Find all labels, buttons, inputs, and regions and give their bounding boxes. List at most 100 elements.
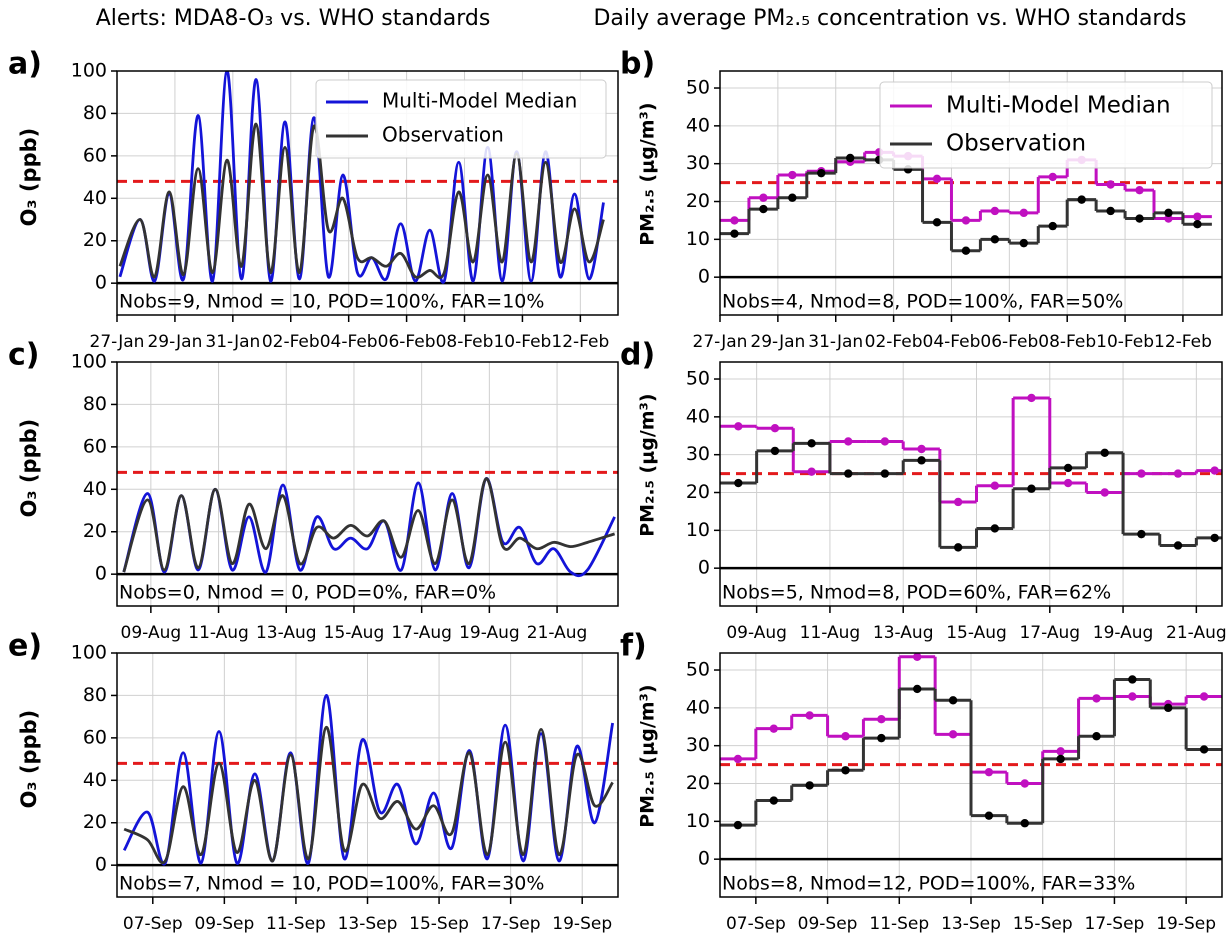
plot-area <box>720 393 1222 552</box>
plot-frame <box>116 70 619 316</box>
x-tick-label: 02-Feb <box>865 332 923 352</box>
point <box>880 469 890 478</box>
y-tick-label: 50 <box>686 659 710 681</box>
point <box>1164 208 1173 218</box>
column-title: Alerts: MDA8-O₃ vs. WHO standards <box>96 6 491 31</box>
x-tick-label: 07-Sep <box>123 914 183 934</box>
y-tick-label: 80 <box>83 393 107 415</box>
point <box>1210 533 1219 543</box>
y-tick-label: 100 <box>71 60 107 82</box>
x-tick-label: 13-Aug <box>873 623 934 643</box>
annotation: Nobs=5, Nmod=8, POD=60%, FAR=62% <box>722 582 1111 604</box>
plot-frame <box>719 361 1223 607</box>
annotation: Nobs=8, Nmod=12, POD=100%, FAR=33% <box>722 873 1135 895</box>
point <box>953 543 963 552</box>
point <box>948 730 958 739</box>
point <box>807 439 816 448</box>
x-tick-label: 21-Aug <box>1166 623 1227 643</box>
point <box>805 781 814 790</box>
point <box>880 437 890 446</box>
point <box>1063 478 1073 488</box>
point <box>1135 185 1144 195</box>
x-tick-label: 19-Aug <box>459 623 520 643</box>
point <box>877 715 886 724</box>
point <box>1137 469 1146 478</box>
x-tick-label: 06-Feb <box>980 332 1038 352</box>
annotation: Nobs=7, Nmod = 10, POD=100%, FAR=30% <box>119 873 544 895</box>
panel: 0 10 20 30 40 50 07-Sep 09-Sep 11-Sep 13-Sep 15-Se… <box>620 629 1223 934</box>
point <box>1210 466 1219 475</box>
series-line <box>122 477 616 578</box>
point <box>734 422 743 431</box>
legend: Multi-Model Median Observation <box>315 79 607 159</box>
y-tick-label: 40 <box>686 696 710 718</box>
point <box>1048 221 1057 231</box>
x-tick-label: 17-Sep <box>1085 914 1145 934</box>
panel-label: f) <box>620 629 647 664</box>
x-tick-label: 12-Feb <box>1154 332 1212 352</box>
point <box>1027 393 1036 403</box>
legend-box <box>879 81 1213 169</box>
y-tick-label: 60 <box>83 144 107 166</box>
y-tick-label: 10 <box>686 519 710 541</box>
y-tick-label: 20 <box>686 190 710 212</box>
x-tick-label: 19-Sep <box>552 914 612 934</box>
point <box>759 193 768 202</box>
y-tick-label: 40 <box>83 187 107 209</box>
panel: 0 20 40 60 80 100 27-Jan 29-Jan 31-Jan 02-Feb 04-F… <box>8 47 619 352</box>
x-tick-label: 07-Sep <box>726 914 786 934</box>
point <box>788 170 797 180</box>
x-tick-label: 11-Sep <box>266 914 326 934</box>
x-tick-label: 17-Aug <box>1019 623 1080 643</box>
x-tick-label: 21-Aug <box>527 623 588 643</box>
x-tick-label: 04-Feb <box>320 332 378 352</box>
y-tick-label: 40 <box>83 478 107 500</box>
x-tick-label: 12-Feb <box>551 332 609 352</box>
y-tick-label: 30 <box>686 152 710 174</box>
point <box>1106 180 1115 189</box>
x-tick-label: 11-Aug <box>800 623 861 643</box>
point <box>990 524 1000 533</box>
y-tick-label: 20 <box>83 229 107 251</box>
x-tick-label: 19-Aug <box>1093 623 1154 643</box>
x-tick-label: 17-Aug <box>391 623 452 643</box>
point <box>841 732 850 741</box>
x-tick-label: 08-Feb <box>1038 332 1096 352</box>
y-axis-label: PM₂.₅ (μg/m³) <box>637 393 659 536</box>
plot-frame <box>719 652 1223 898</box>
y-tick-label: 0 <box>95 563 107 585</box>
point <box>1193 212 1202 221</box>
x-tick-label: 31-Jan <box>808 332 863 352</box>
point <box>984 767 994 777</box>
y-axis-label: O₃ (ppb) <box>17 128 41 227</box>
point <box>990 235 1000 244</box>
y-tick-label: 40 <box>83 769 107 791</box>
annotation: Nobs=0, Nmod = 0, POD=0%, FAR=0% <box>119 582 496 604</box>
plot-frame <box>116 361 619 607</box>
panel-label: e) <box>8 629 42 664</box>
point <box>877 733 886 743</box>
y-tick-label: 20 <box>83 811 107 833</box>
point <box>1100 448 1109 457</box>
point <box>1100 488 1109 497</box>
point <box>1137 529 1146 539</box>
annotation: Nobs=4, Nmod=8, POD=100%, FAR=50% <box>722 291 1123 313</box>
y-tick-label: 20 <box>83 520 107 542</box>
x-tick-label: 10-Feb <box>1096 332 1154 352</box>
point <box>807 467 816 476</box>
y-tick-label: 80 <box>83 684 107 706</box>
point <box>759 204 768 214</box>
y-tick-label: 10 <box>686 810 710 832</box>
point <box>913 684 922 694</box>
point <box>770 446 780 456</box>
point <box>817 168 826 178</box>
plot-area <box>118 71 605 284</box>
y-tick-label: 20 <box>686 772 710 794</box>
point <box>805 711 814 720</box>
y-tick-label: 100 <box>71 642 107 664</box>
x-tick-label: 13-Sep <box>941 914 1001 934</box>
panel: 0 10 20 30 40 50 09-Aug 11-Aug 13-Aug 15-Aug 17-Au… <box>620 338 1227 644</box>
x-tick-label: 11-Sep <box>869 914 929 934</box>
x-tick-label: 09-Sep <box>194 914 254 934</box>
